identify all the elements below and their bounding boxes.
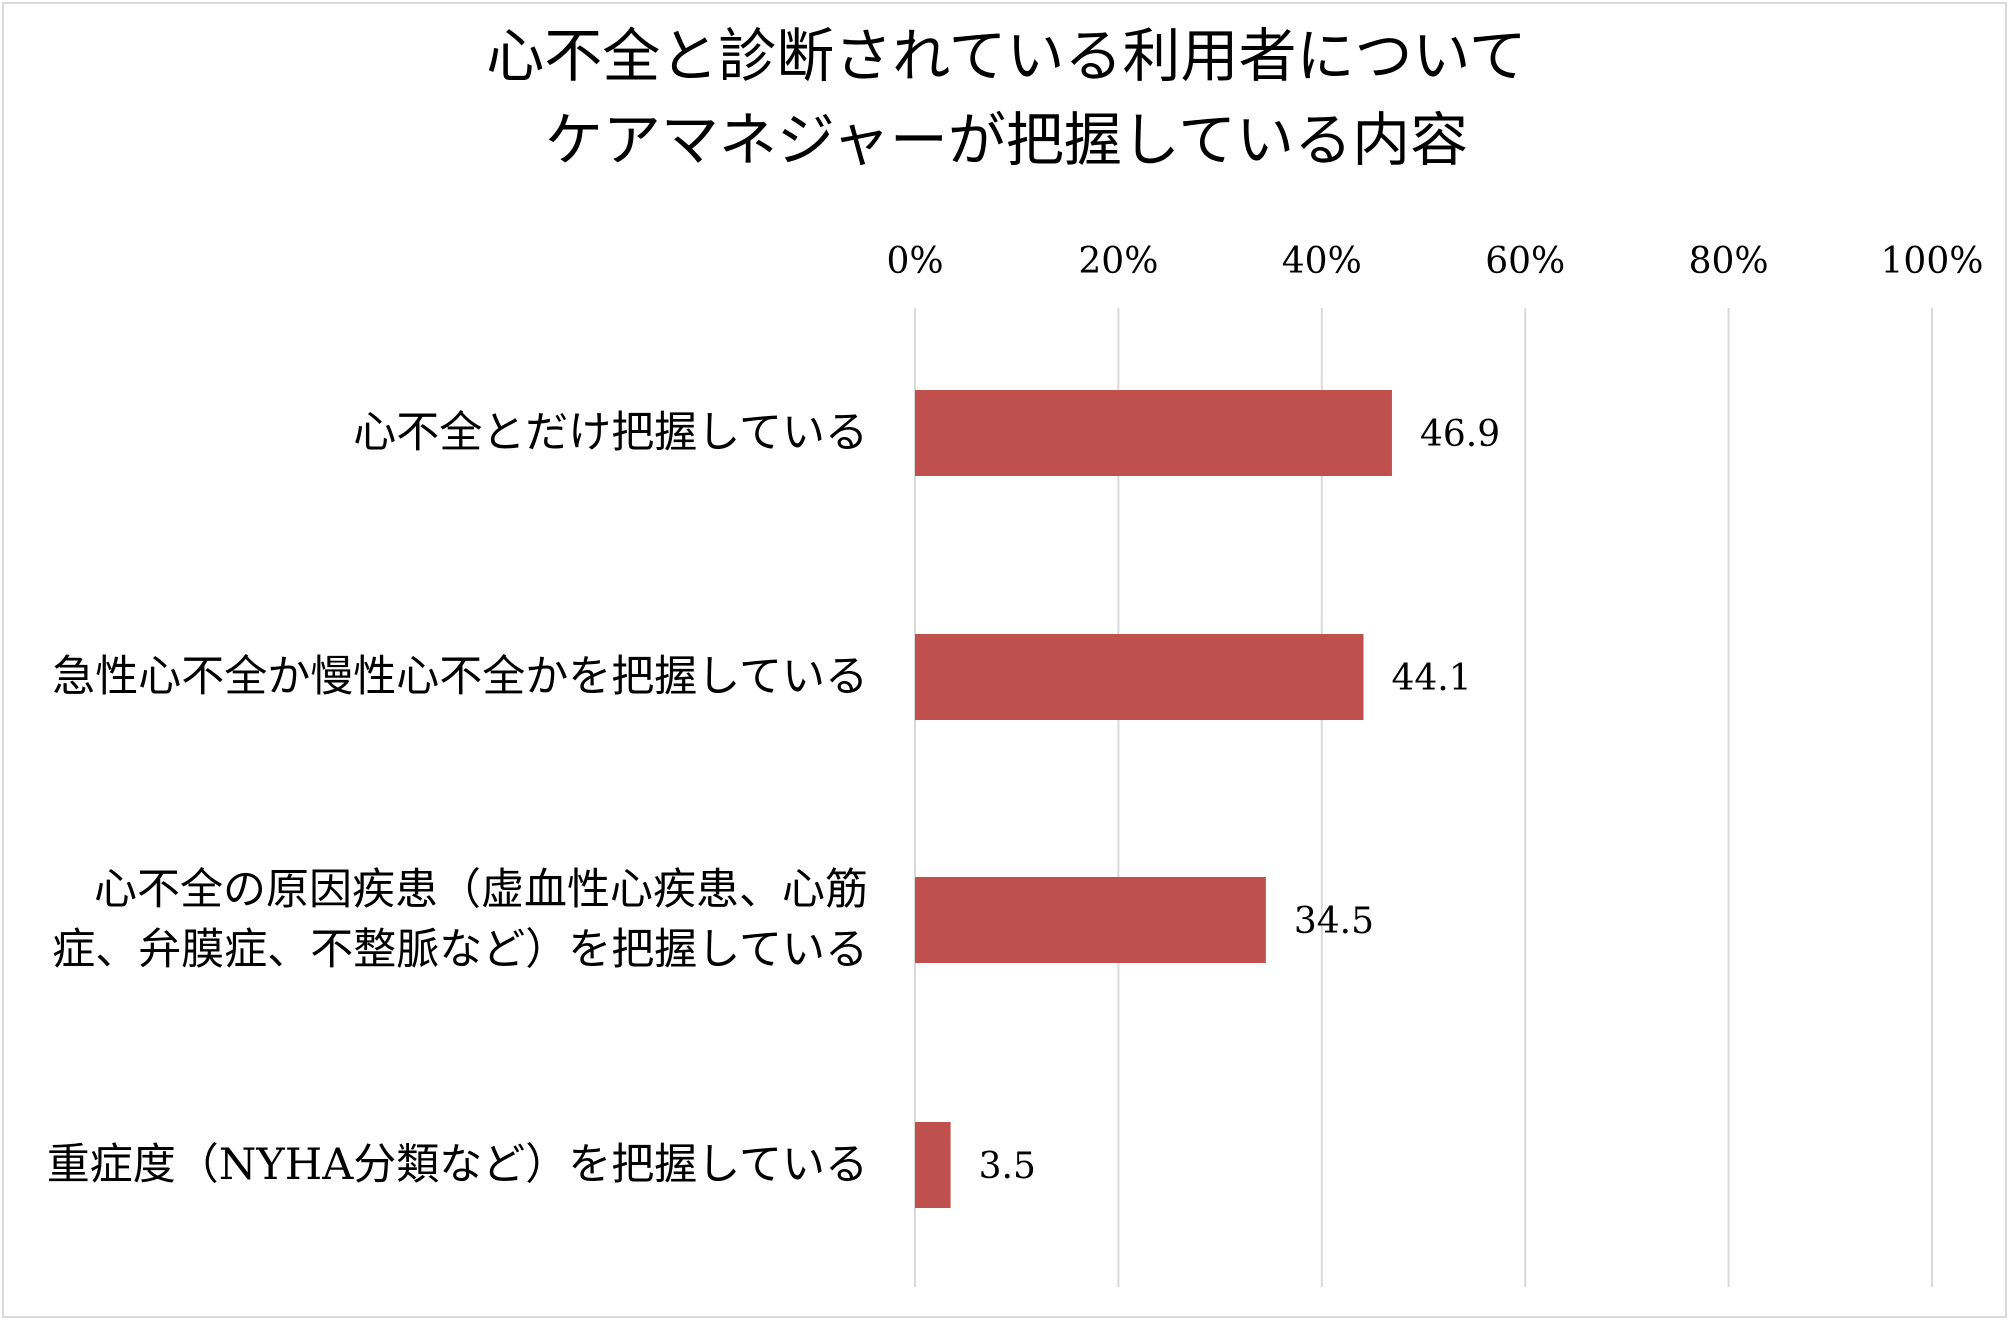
data-label: 34.5	[1294, 901, 1374, 942]
x-tick-label: 0%	[886, 241, 943, 282]
data-label: 44.1	[1391, 658, 1471, 699]
category-label: 重症度（NYHA分類など）を把握している	[46, 1140, 868, 1190]
chart-title-line-2: ケアマネジャーが把握している内容	[544, 106, 1469, 174]
x-tick-label: 40%	[1282, 241, 1362, 282]
bar	[915, 634, 1364, 720]
category-label: 心不全とだけ把握している	[353, 408, 868, 458]
x-axis-tick-labels: 0% 20% 40% 60% 80% 100%	[886, 241, 1983, 282]
bar	[915, 390, 1392, 476]
chart-title: 心不全と診断されている利用者について ケアマネジャーが把握している内容	[0, 14, 2013, 182]
x-tick-label: 80%	[1689, 241, 1769, 282]
chart-title-line-1: 心不全と診断されている利用者について	[486, 22, 1527, 90]
category-label: 急性心不全か慢性心不全かを把握している	[52, 652, 868, 702]
data-label: 3.5	[979, 1146, 1036, 1187]
data-label: 46.9	[1420, 414, 1500, 455]
x-tick-label: 20%	[1078, 241, 1158, 282]
bars	[915, 390, 1392, 1208]
data-labels: 46.9 44.1 34.5 3.5	[979, 414, 1501, 1187]
x-tick-label: 60%	[1485, 241, 1565, 282]
bar	[915, 877, 1266, 963]
bar	[915, 1122, 951, 1208]
category-label: 心不全の原因疾患（虚血性心疾患、心筋症、弁膜症、不整脈など）を把握している	[52, 865, 868, 975]
x-tick-label: 100%	[1881, 241, 1984, 282]
